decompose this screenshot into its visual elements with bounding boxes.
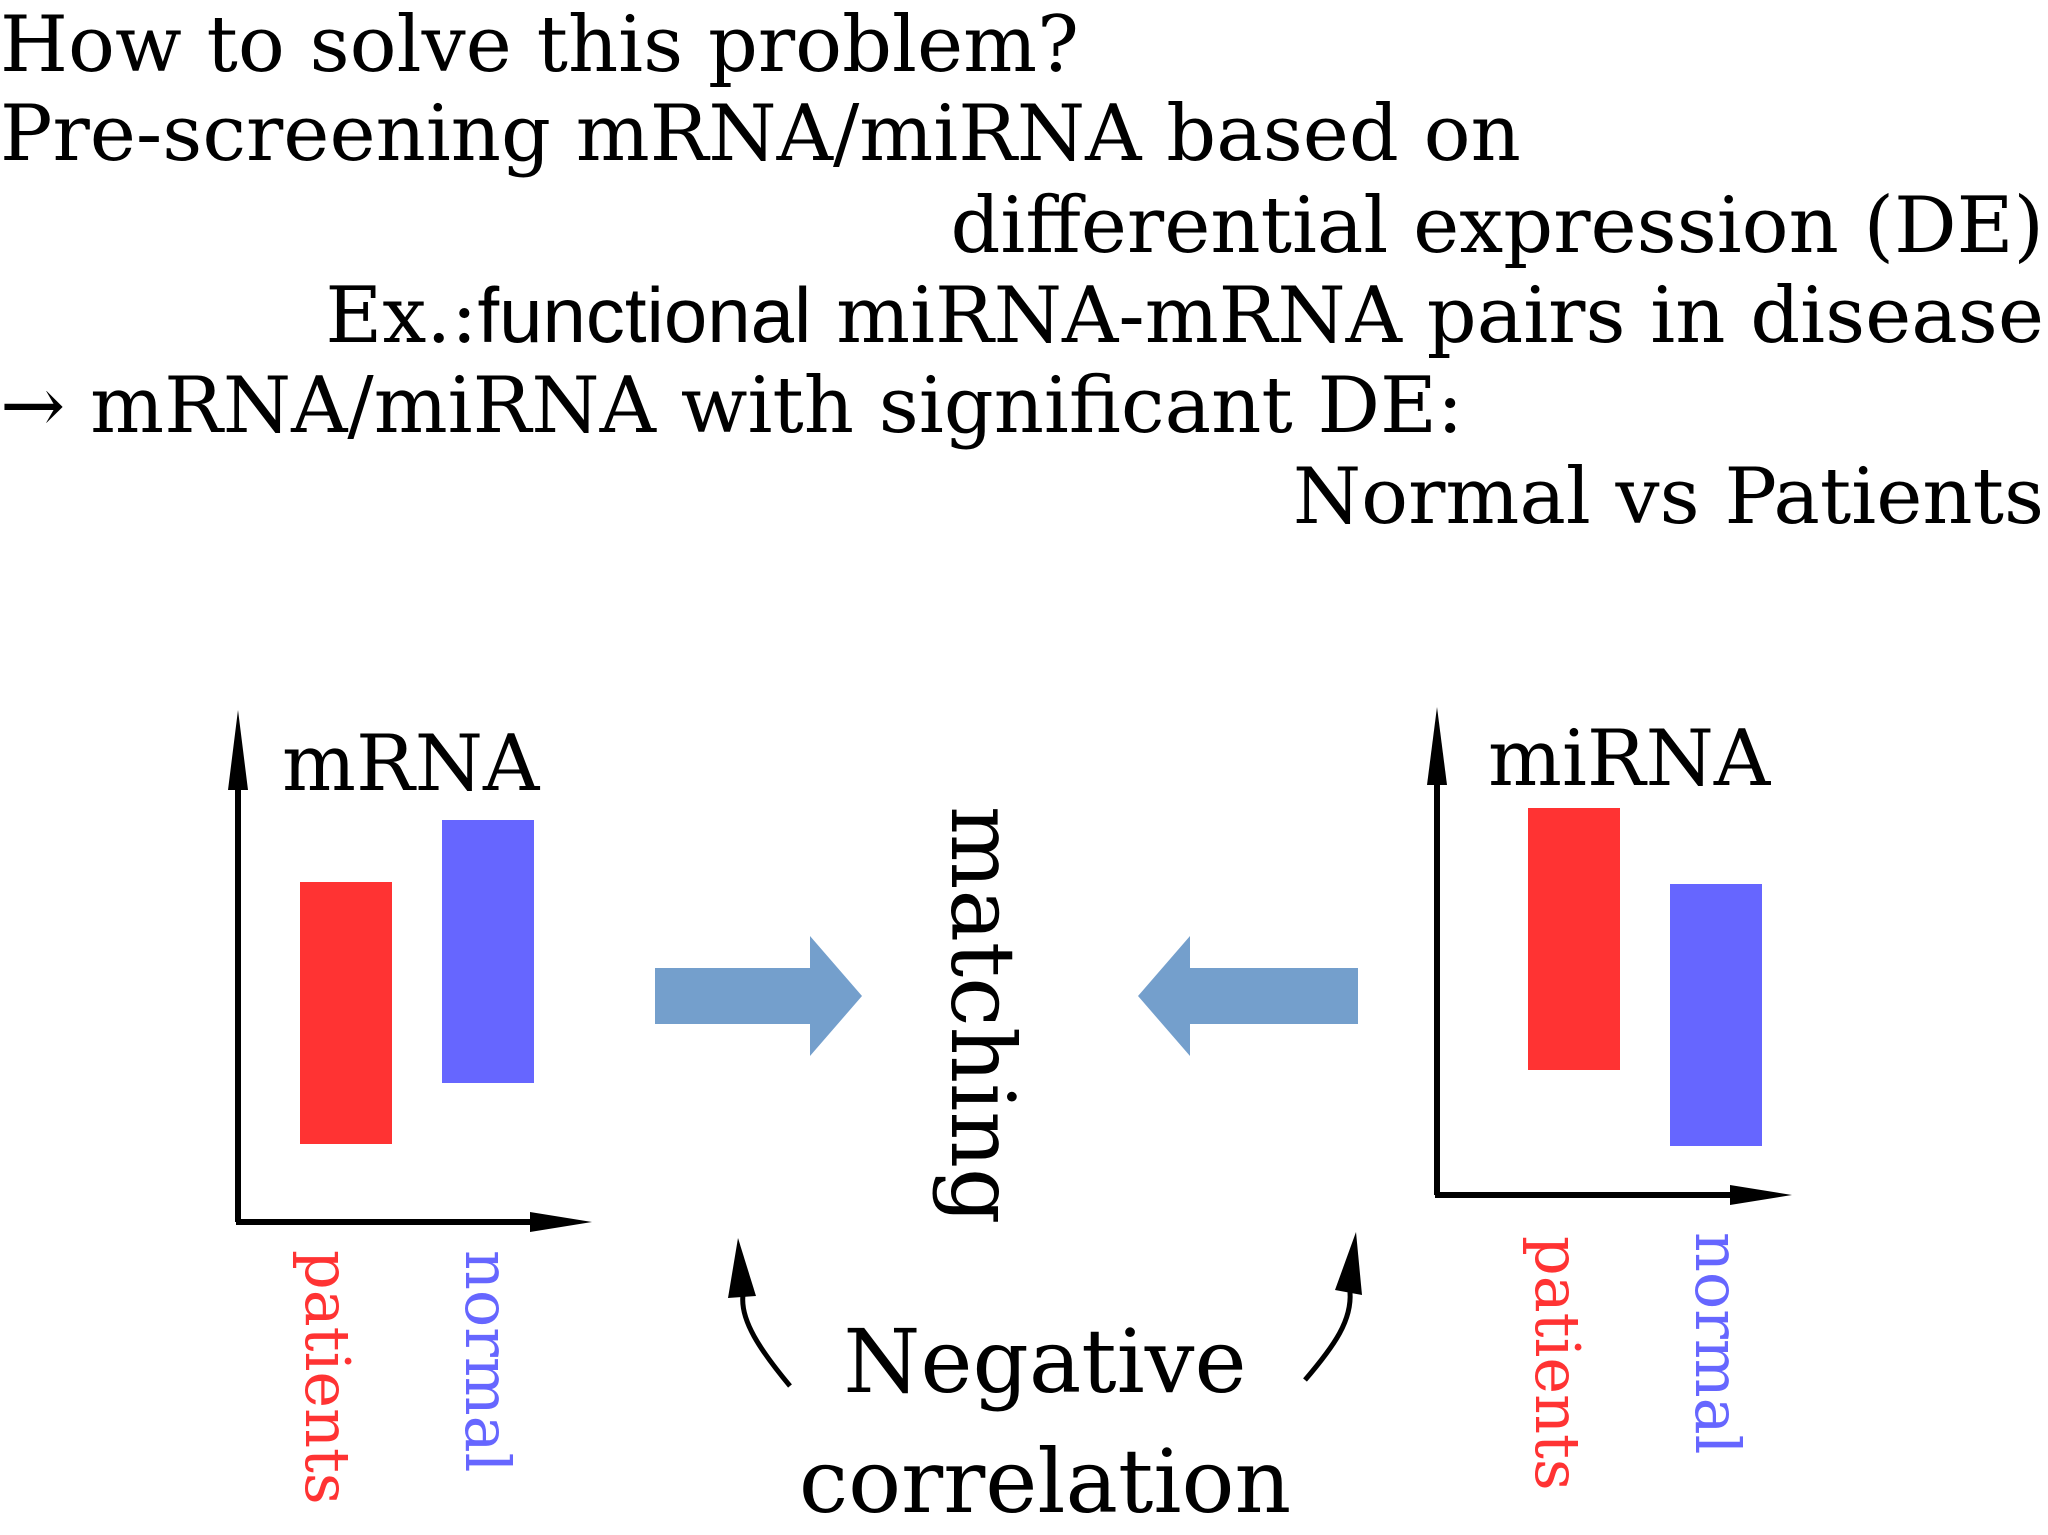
heading-line-4: Ex.:functional miRNA-mRNA pairs in disea…: [325, 276, 2044, 355]
left-axes: [228, 710, 592, 1232]
right-label-patients: patients: [1521, 1236, 1594, 1491]
right-block-arrow: [1138, 936, 1358, 1056]
right-label-normal: normal: [1681, 1232, 1754, 1454]
left-block-arrow: [655, 936, 862, 1056]
matching-label: matching: [931, 806, 1034, 1224]
heading-line-3: differential expression (DE): [950, 181, 2044, 271]
example-sans-word: functional: [477, 271, 812, 359]
negative-label: Negative: [843, 1310, 1246, 1413]
right-panel-title: miRNA: [1488, 714, 1772, 804]
correlation-label: correlation: [799, 1430, 1291, 1533]
left-label-patients: patients: [291, 1250, 364, 1505]
right-bar-normal: [1670, 884, 1762, 1146]
left-panel-title: mRNA: [282, 719, 541, 809]
example-prefix: Ex.:: [325, 271, 478, 361]
left-bar-normal: [442, 820, 534, 1083]
example-rest: miRNA-mRNA pairs in disease: [811, 271, 2044, 361]
heading-line-6: Normal vs Patients: [1292, 452, 2044, 542]
left-label-normal: normal: [451, 1250, 524, 1472]
heading-line-1: How to solve this problem?: [0, 0, 1079, 90]
heading-line-5: → mRNA/miRNA with significant DE:: [0, 361, 1464, 451]
right-axes: [1427, 707, 1792, 1205]
left-bar-patients: [300, 882, 392, 1144]
right-curved-arrow: [1303, 1291, 1353, 1382]
heading-line-2: Pre-screening mRNA/miRNA based on: [0, 89, 1521, 179]
left-curved-arrow: [740, 1294, 792, 1388]
right-bar-patients: [1528, 808, 1620, 1070]
